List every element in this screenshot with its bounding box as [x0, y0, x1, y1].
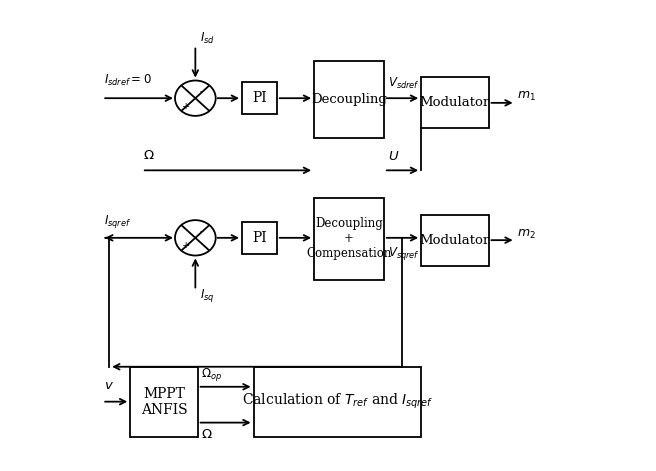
Text: $m_1$: $m_1$	[518, 90, 537, 103]
Text: $I_{sdref}=0$: $I_{sdref}=0$	[104, 73, 152, 89]
Bar	[421, 215, 489, 266]
Text: $m_2$: $m_2$	[518, 227, 536, 241]
Text: $\Omega$: $\Omega$	[143, 149, 155, 162]
Text: Modulator: Modulator	[420, 97, 490, 109]
Bar	[421, 77, 489, 129]
Text: $I_{sd}$: $I_{sd}$	[200, 32, 215, 47]
Bar	[253, 367, 421, 437]
Text: $I_{sqref}$: $I_{sqref}$	[104, 213, 131, 230]
Bar	[242, 221, 277, 254]
Bar	[314, 61, 384, 138]
Text: +: +	[182, 241, 190, 250]
Text: $V_{sqref}$: $V_{sqref}$	[388, 244, 419, 261]
Text: $I_{sq}$: $I_{sq}$	[200, 286, 215, 303]
Text: -: -	[199, 227, 203, 236]
Text: Modulator: Modulator	[420, 234, 490, 247]
Text: $U$: $U$	[388, 150, 399, 163]
Text: $\Omega_{op}$: $\Omega_{op}$	[201, 365, 222, 382]
Bar	[314, 198, 384, 280]
Text: Decoupling
+
Compensation: Decoupling + Compensation	[306, 218, 392, 260]
Text: Calculation of $T_{ref}$ and $I_{sqref}$: Calculation of $T_{ref}$ and $I_{sqref}$	[241, 392, 433, 411]
Text: PI: PI	[252, 91, 266, 105]
Text: +: +	[182, 102, 190, 111]
Text: Decoupling: Decoupling	[311, 93, 387, 106]
Text: $\Omega$: $\Omega$	[201, 428, 213, 440]
Text: MPPT
ANFIS: MPPT ANFIS	[140, 387, 187, 417]
Bar	[242, 82, 277, 114]
Text: -: -	[199, 87, 203, 97]
Text: $V_{sdref}$: $V_{sdref}$	[388, 75, 419, 90]
Text: PI: PI	[252, 231, 266, 245]
Bar	[130, 367, 197, 437]
Text: $v$: $v$	[104, 379, 113, 391]
